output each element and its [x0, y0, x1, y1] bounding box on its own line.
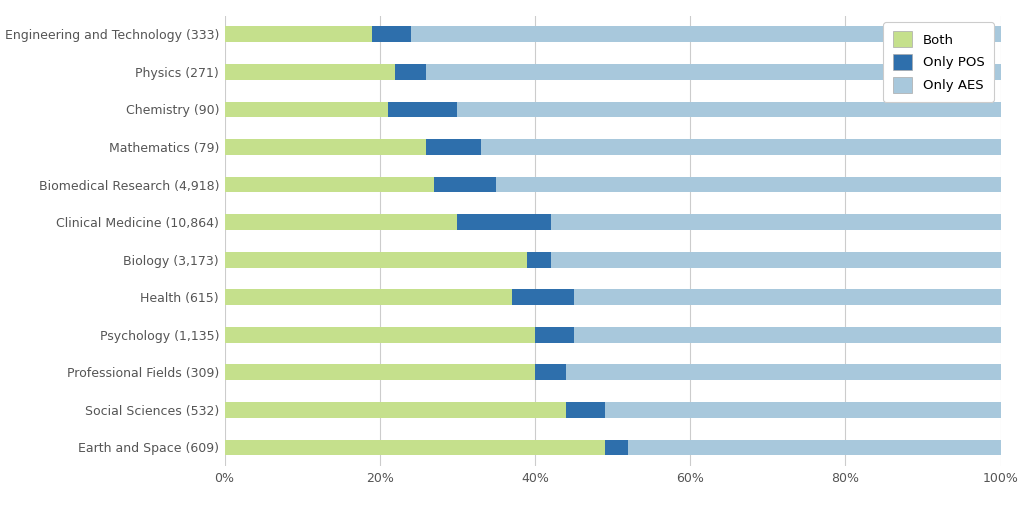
- Bar: [457, 102, 1001, 117]
- Bar: [535, 365, 566, 380]
- Bar: [388, 102, 457, 117]
- Bar: [410, 26, 1001, 42]
- Bar: [225, 440, 604, 455]
- Bar: [225, 64, 395, 80]
- Bar: [225, 252, 527, 267]
- Bar: [566, 402, 604, 418]
- Bar: [225, 102, 388, 117]
- Bar: [574, 290, 1001, 305]
- Bar: [225, 26, 372, 42]
- Bar: [225, 139, 427, 155]
- Bar: [225, 365, 535, 380]
- Bar: [566, 365, 1001, 380]
- Bar: [535, 327, 574, 342]
- Bar: [604, 440, 628, 455]
- Bar: [512, 290, 574, 305]
- Bar: [427, 64, 1001, 80]
- Bar: [628, 440, 1001, 455]
- Bar: [550, 252, 1001, 267]
- Bar: [372, 26, 410, 42]
- Bar: [225, 327, 535, 342]
- Bar: [434, 177, 496, 192]
- Bar: [225, 402, 566, 418]
- Bar: [225, 290, 512, 305]
- Bar: [457, 214, 550, 230]
- Bar: [496, 177, 1001, 192]
- Bar: [550, 214, 1001, 230]
- Bar: [395, 64, 427, 80]
- Bar: [225, 177, 434, 192]
- Bar: [574, 327, 1001, 342]
- Bar: [481, 139, 1001, 155]
- Bar: [604, 402, 1001, 418]
- Bar: [225, 214, 457, 230]
- Bar: [527, 252, 550, 267]
- Legend: Both, Only POS, Only AES: Both, Only POS, Only AES: [883, 22, 994, 102]
- Bar: [427, 139, 481, 155]
